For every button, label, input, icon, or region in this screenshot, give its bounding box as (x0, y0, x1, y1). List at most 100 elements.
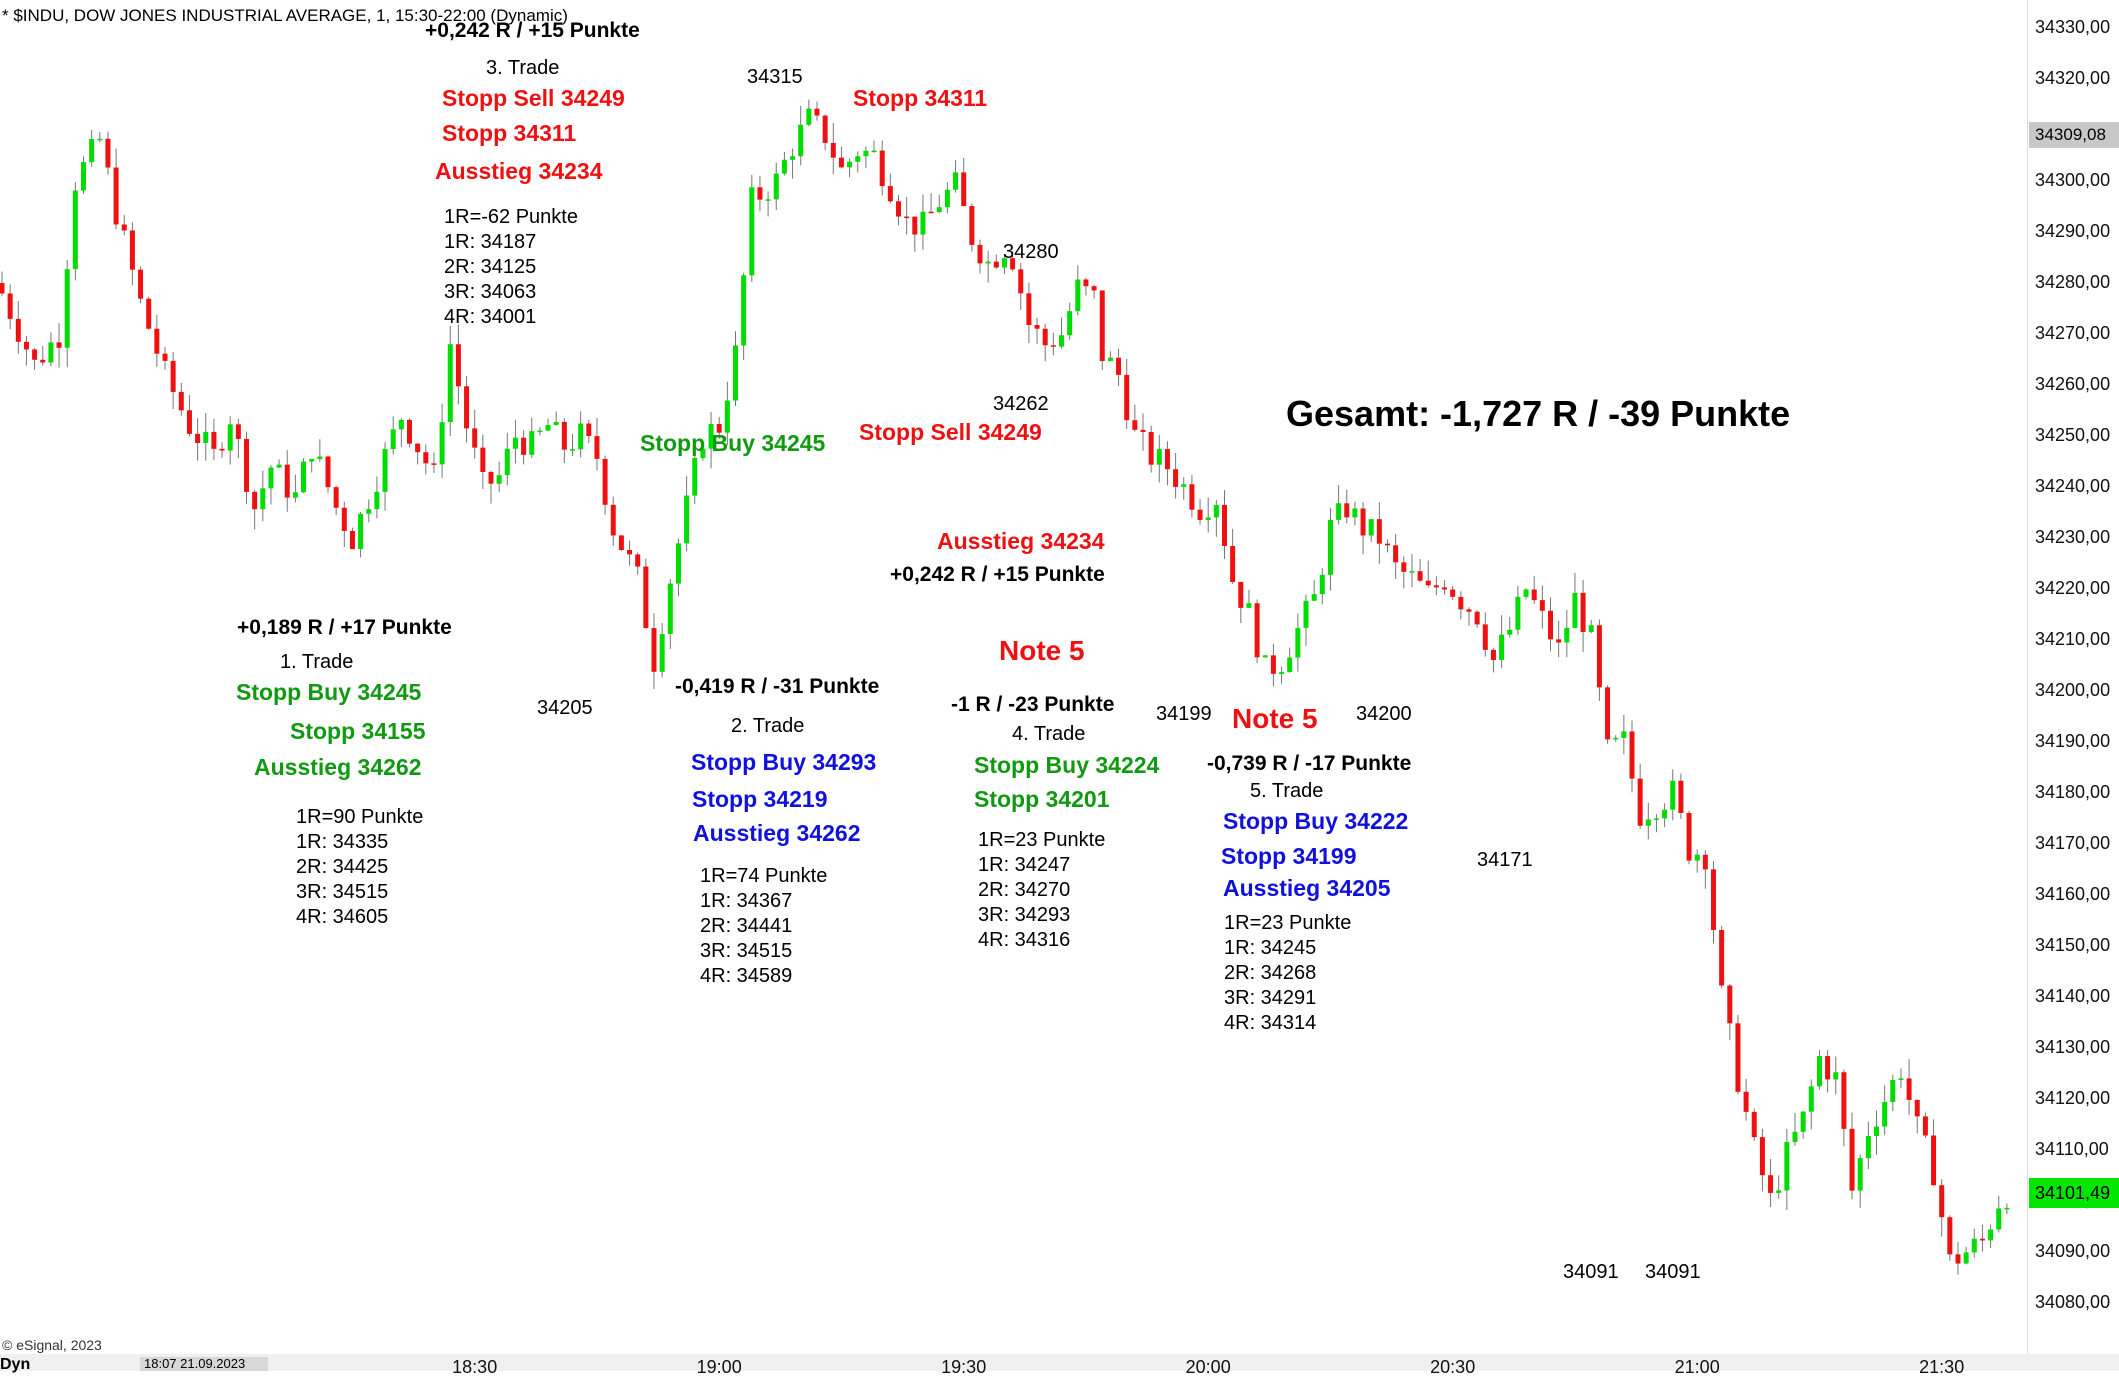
candle-body (1417, 571, 1423, 581)
candle-body (1140, 429, 1146, 432)
candle-body (292, 492, 298, 498)
candle-body (1662, 809, 1668, 819)
chart-annotation: 2. Trade (731, 715, 805, 737)
chart-annotation: 3R: 34063 (444, 281, 537, 303)
candle-body (1971, 1238, 1977, 1253)
candle-body (40, 359, 46, 363)
candle-body (1075, 279, 1081, 312)
candle-body (301, 461, 307, 493)
y-tick-label: 34170,00 (2035, 833, 2111, 853)
candle-body (1645, 819, 1651, 826)
time-axis (0, 1354, 2119, 1371)
candle-body (610, 504, 616, 536)
candle-body (1238, 581, 1244, 608)
candle-body (1010, 258, 1016, 270)
chart-annotation: Stopp 34155 (290, 717, 426, 744)
candle-body (602, 458, 608, 505)
candle-body (627, 549, 633, 555)
candle-body (814, 108, 820, 116)
candle-body (1083, 279, 1089, 287)
candle-body (1515, 596, 1521, 630)
candle-body (1450, 589, 1456, 597)
candle-body (1939, 1185, 1945, 1218)
candle-body (129, 230, 135, 270)
chart-annotation: 4R: 34589 (700, 965, 793, 987)
candle-body (1254, 603, 1260, 658)
candle-body (1181, 484, 1187, 487)
candle-body (635, 554, 641, 567)
candle-body (1572, 592, 1578, 628)
candle-body (1287, 657, 1293, 673)
candle-body (1352, 508, 1358, 518)
chart-title: * $INDU, DOW JONES INDUSTRIAL AVERAGE, 1… (2, 6, 568, 25)
y-tick-label: 34280,00 (2035, 272, 2111, 292)
candle-body (1743, 1091, 1749, 1112)
candle-body (847, 161, 853, 168)
candle-body (806, 108, 812, 125)
candle-body (871, 150, 877, 153)
chart-annotation: Stopp Buy 34224 (974, 751, 1160, 778)
x-tick-label: 19:00 (696, 1357, 742, 1377)
candle-body (512, 437, 518, 449)
candle-body (496, 475, 502, 484)
candle-body (154, 328, 160, 354)
candle-body (121, 224, 127, 231)
candle-body (1890, 1079, 1896, 1102)
candle-body (1336, 503, 1342, 520)
y-tick-label: 34120,00 (2035, 1088, 2111, 1108)
chart-annotation: Stopp Buy 34222 (1223, 807, 1409, 834)
candle-body (1279, 672, 1285, 674)
candle-body (1539, 600, 1545, 611)
candle-body (561, 421, 567, 450)
candle-body (659, 634, 665, 672)
candle-body (1458, 596, 1464, 610)
chart-annotation: 1R: 34247 (978, 854, 1071, 876)
chart-annotation: 4R: 34605 (296, 906, 389, 928)
candle-body (260, 488, 266, 510)
candle-body (1596, 625, 1602, 688)
candle-body (618, 535, 624, 550)
candle-body (1474, 611, 1480, 625)
chart-annotation: Stopp 34199 (1221, 842, 1357, 869)
x-tick-label: 19:30 (941, 1357, 987, 1377)
candle-body (993, 261, 999, 268)
chart-annotation: Stopp 34201 (974, 785, 1110, 812)
candle-body (904, 216, 910, 219)
candle-body (1018, 269, 1024, 294)
candles (0, 99, 2010, 1275)
candle-body (1874, 1126, 1879, 1136)
candle-body (1825, 1056, 1831, 1080)
candle-body (1564, 627, 1570, 643)
candle-body (1711, 869, 1716, 930)
chart-annotation: Stopp Buy 34245 (236, 678, 422, 705)
chart-annotation: -0,739 R / -17 Punkte (1207, 751, 1412, 775)
candle-body (488, 472, 494, 484)
candle-body (244, 438, 249, 492)
candle-body (798, 124, 804, 157)
candle-body (1833, 1072, 1839, 1080)
candle-body (724, 400, 730, 433)
candle-body (48, 342, 54, 363)
candle-body (855, 156, 861, 162)
chart-annotation: Stopp Sell 34249 (442, 84, 625, 111)
chart-annotation: 1R: 34367 (700, 890, 793, 912)
candle-body (97, 138, 103, 141)
candle-body (1882, 1101, 1888, 1127)
candle-body (700, 448, 706, 459)
candle-body (504, 448, 510, 476)
copyright: © eSignal, 2023 (2, 1337, 102, 1353)
candle-body (1931, 1135, 1937, 1186)
candle-body (838, 157, 844, 168)
candle-body (113, 167, 119, 225)
candle-body (1947, 1217, 1953, 1255)
dyn-label[interactable]: Dyn (0, 1356, 31, 1373)
candle-body (912, 216, 918, 235)
candle-body (643, 566, 649, 629)
y-tick-label: 34110,00 (2035, 1139, 2109, 1159)
candle-body (863, 150, 869, 157)
chart-annotation: -0,419 R / -31 Punkte (675, 674, 880, 698)
chart-annotation: 1R=74 Punkte (700, 865, 828, 887)
candle-body (1368, 519, 1374, 536)
candle-body (1768, 1175, 1774, 1193)
candle-body (1099, 290, 1105, 362)
